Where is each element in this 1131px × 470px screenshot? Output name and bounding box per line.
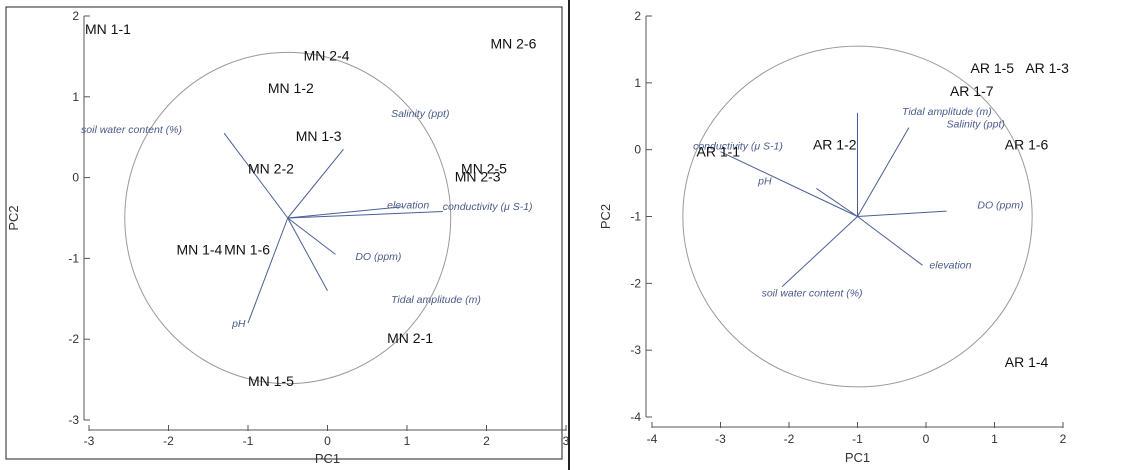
variable-label: Tidal amplitude (m) (902, 106, 992, 118)
variable-label: soil water content (%) (762, 288, 863, 300)
site-label: MN 2-2 (248, 161, 294, 177)
loading-vector (223, 132, 289, 219)
site-label: AR 1-7 (950, 83, 994, 99)
site-label: AR 1-1 (697, 143, 741, 159)
y-tick-label: 0 (634, 143, 641, 157)
site-label: AR 1-3 (1025, 60, 1069, 76)
x-axis-title: PC1 (315, 451, 340, 466)
x-tick-label: -2 (163, 434, 174, 448)
x-tick-label: 1 (404, 434, 411, 448)
variable-label: pH (757, 175, 772, 187)
loading-vector (247, 217, 289, 324)
variable-label: pH (231, 318, 246, 330)
x-tick-label: 2 (1060, 432, 1067, 446)
loading-vector (287, 217, 328, 291)
variable-label: Tidal amplitude (m) (391, 294, 481, 306)
left-pca-panel: -3 -2 -1 0 1 2 3 -3 -2 -1 0 1 2 PC1 PC2 soil water cont… (5, 6, 570, 466)
y-tick-label: 1 (634, 76, 641, 90)
site-label: MN 2-5 (461, 161, 507, 177)
x-tick-label: 1 (991, 432, 998, 446)
site-label: MN 1-6 (224, 241, 270, 257)
loading-vector (287, 211, 443, 219)
y-tick-label: -1 (68, 251, 79, 265)
x-tick-label: 3 (563, 434, 570, 448)
y-tick-label: 2 (634, 9, 641, 23)
y-tick-label: -3 (68, 413, 79, 427)
x-tick-label: -4 (647, 432, 658, 446)
loading-vector (857, 216, 923, 266)
site-label: MN 2-6 (490, 35, 536, 51)
variable-label: soil water content (%) (81, 124, 182, 136)
x-tick-label: -3 (715, 432, 726, 446)
x-tick-label: 2 (483, 434, 490, 448)
x-tick-label: -3 (84, 434, 95, 448)
correlation-circle (124, 51, 452, 385)
site-label: MN 1-3 (296, 128, 342, 144)
site-label: MN 2-3 (455, 169, 501, 185)
variable-label: Salinity (ppt) (391, 108, 449, 120)
right-pca-panel: -4 -3 -2 -1 0 1 2 -4 -3 -2 -1 0 1 2 PC1 PC2 Tidal amplit… (598, 9, 1069, 465)
x-tick-label: -2 (784, 432, 795, 446)
loading-vector (287, 149, 344, 219)
variable-label: elevation (387, 199, 429, 211)
loading-vector (720, 151, 858, 217)
site-label: MN 1-1 (85, 21, 131, 37)
site-label: AR 1-4 (1005, 354, 1049, 370)
variable-label: conductivity (μ S-1) (693, 141, 783, 153)
y-tick-label: -4 (630, 410, 641, 424)
loading-vector (781, 216, 858, 288)
site-label: MN 2-4 (304, 47, 350, 63)
correlation-circle (682, 45, 1033, 388)
y-tick-label: -3 (630, 343, 641, 357)
site-label: AR 1-2 (813, 137, 857, 153)
y-axis-title: PC2 (598, 204, 613, 229)
y-tick-label: 2 (72, 9, 79, 23)
loading-vector (287, 217, 336, 255)
loading-vector (857, 127, 910, 217)
loading-vector (287, 206, 404, 219)
variable-label: DO (ppm) (355, 251, 401, 263)
x-tick-label: 0 (923, 432, 930, 446)
variable-label: DO (ppm) (977, 199, 1023, 211)
y-tick-label: -2 (630, 276, 641, 290)
x-tick-label: 0 (324, 434, 331, 448)
site-label: MN 2-1 (387, 330, 433, 346)
variable-label: conductivity (μ S-1) (443, 201, 533, 213)
loading-vector (816, 188, 858, 217)
x-tick-label: -1 (852, 432, 863, 446)
variable-label: elevation (929, 260, 971, 272)
loading-vector (857, 210, 947, 217)
y-tick-label: 0 (72, 171, 79, 185)
panel-frame (5, 6, 563, 460)
site-label: MN 1-2 (268, 80, 314, 96)
y-tick-label: -1 (630, 210, 641, 224)
site-label: AR 1-5 (971, 60, 1015, 76)
variable-label: Salinity (ppt) (947, 119, 1005, 131)
site-label: AR 1-6 (1005, 137, 1049, 153)
x-tick-label: -1 (243, 434, 254, 448)
y-tick-label: -2 (68, 332, 79, 346)
y-axis-title: PC2 (6, 205, 21, 230)
x-axis-title: PC1 (845, 450, 870, 465)
site-label: MN 1-4 (176, 241, 222, 257)
site-label: MN 1-5 (248, 373, 294, 389)
y-tick-label: 1 (72, 90, 79, 104)
